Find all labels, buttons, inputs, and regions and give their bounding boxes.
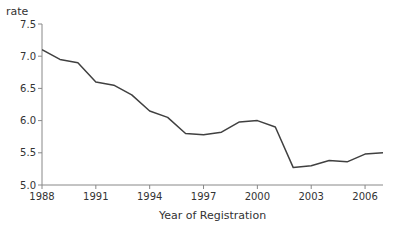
y-tick-label: 6.5 — [20, 83, 36, 94]
x-tick — [257, 185, 258, 189]
x-axis-label: Year of Registration — [158, 209, 266, 222]
x-axis-line — [42, 185, 383, 186]
x-tick-label: 1994 — [137, 191, 162, 202]
x-tick-label: 2006 — [352, 191, 377, 202]
x-tick-label: 1997 — [191, 191, 216, 202]
x-tick — [365, 185, 366, 189]
y-axis-label: rate — [6, 5, 29, 18]
x-tick — [95, 185, 96, 189]
y-tick-label: 5.5 — [20, 147, 36, 158]
y-tick-label: 6.0 — [20, 115, 36, 126]
y-tick — [38, 56, 42, 57]
y-tick — [38, 120, 42, 121]
y-tick — [38, 88, 42, 89]
x-tick — [203, 185, 204, 189]
chart: 1988 1991 1994 1997 2000 2003 2006 5.0 5.5 6.0 6.5… — [0, 0, 397, 227]
y-axis-line — [42, 24, 43, 185]
y-tick-label: 7.5 — [20, 19, 36, 30]
y-tick-label: 7.0 — [20, 51, 36, 62]
y-tick — [38, 152, 42, 153]
x-tick-label: 1991 — [83, 191, 108, 202]
x-tick — [311, 185, 312, 189]
data-line — [42, 50, 383, 168]
plot-area — [42, 50, 383, 168]
y-tick — [38, 24, 42, 25]
page: {"chart_data": {"type": "line", "xlabel"… — [0, 0, 397, 227]
x-tick — [42, 185, 43, 189]
x-tick-label: 1988 — [29, 191, 54, 202]
x-tick-label: 2000 — [245, 191, 270, 202]
y-tick-label: 5.0 — [20, 180, 36, 191]
y-tick — [38, 185, 42, 186]
x-tick — [149, 185, 150, 189]
x-tick-label: 2003 — [298, 191, 323, 202]
